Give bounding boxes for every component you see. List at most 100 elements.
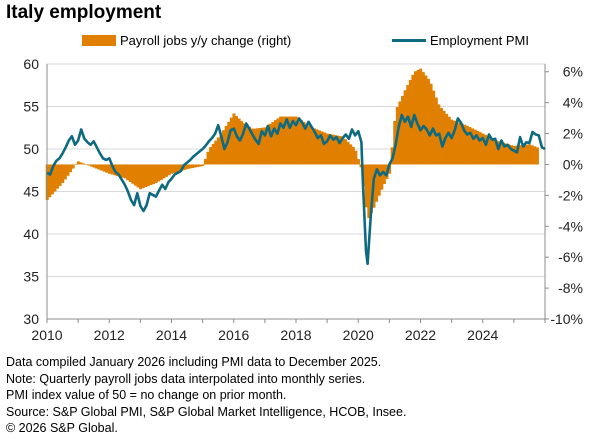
payroll-bar-11: [74, 164, 78, 165]
payroll-bar-178: [507, 144, 511, 165]
payroll-bar-107: [323, 132, 327, 165]
payroll-bar-25: [110, 164, 114, 175]
payroll-bar-83: [260, 127, 264, 165]
payroll-bar-106: [320, 131, 324, 165]
payroll-bar-112: [336, 135, 340, 165]
payroll-bar-129: [380, 164, 384, 190]
payroll-bar-152: [439, 108, 443, 165]
payroll-bar-67: [219, 134, 223, 165]
right-tick-label: -6%: [558, 249, 583, 265]
payroll-bar-78: [248, 126, 252, 165]
payroll-bar-146: [424, 75, 428, 165]
payroll-bar-44: [159, 164, 163, 180]
payroll-bar-72: [232, 113, 236, 165]
payroll-bar-156: [450, 119, 454, 165]
payroll-bar-20: [97, 164, 101, 170]
payroll-bar-77: [245, 125, 249, 165]
payroll-bar-84: [263, 127, 267, 165]
payroll-bar-119: [354, 150, 358, 165]
footnote-copyright: © 2026 S&P Global.: [6, 421, 118, 435]
payroll-bar-30: [123, 164, 127, 179]
payroll-bar-73: [235, 116, 239, 165]
payroll-bar-158: [455, 121, 459, 165]
payroll-bar-105: [318, 130, 322, 165]
payroll-bar-162: [465, 125, 469, 165]
right-tick-label: -10%: [550, 311, 583, 327]
payroll-bar-96: [294, 116, 298, 165]
left-tick-label: 40: [23, 226, 39, 242]
payroll-bar-136: [398, 101, 402, 165]
payroll-bar-50: [175, 164, 179, 173]
payroll-bar-53: [183, 164, 187, 170]
x-tick-label: 2010: [31, 327, 62, 343]
payroll-bar-15: [84, 164, 88, 165]
pmi-line: [46, 113, 546, 266]
x-tick-label: 2022: [405, 327, 436, 343]
payroll-bar-91: [281, 116, 285, 165]
payroll-bar-14: [82, 163, 86, 165]
right-tick-label: 2%: [563, 126, 583, 142]
payroll-bar-35: [136, 164, 140, 188]
payroll-bar-34: [133, 164, 137, 186]
payroll-bar-40: [149, 164, 153, 186]
payroll-bar-21: [100, 164, 104, 171]
payroll-bar-37: [141, 164, 145, 189]
payroll-bar-49: [172, 164, 176, 173]
payroll-bar-65: [214, 140, 218, 165]
left-tick-label: 45: [23, 184, 39, 200]
payroll-bar-189: [535, 147, 539, 165]
payroll-bar-188: [533, 146, 537, 165]
payroll-bar-113: [338, 136, 342, 165]
payroll-bar-157: [452, 120, 456, 165]
payroll-bar-155: [447, 116, 451, 165]
payroll-bar-183: [520, 145, 524, 165]
payroll-bar-179: [509, 145, 513, 165]
payroll-bar-111: [333, 135, 337, 165]
payroll-bar-57: [193, 164, 197, 168]
right-tick-label: 0%: [563, 156, 583, 172]
payroll-bar-115: [343, 139, 347, 165]
payroll-bar-16: [87, 164, 91, 166]
payroll-bar-87: [271, 121, 275, 165]
payroll-bar-60: [201, 164, 205, 166]
chart-legend: Payroll jobs y/y change (right) Employme…: [0, 33, 603, 51]
payroll-bar-70: [227, 121, 231, 165]
payroll-bar-22: [102, 164, 106, 172]
payroll-bar-159: [458, 122, 462, 165]
left-tick-label: 60: [23, 56, 39, 72]
payroll-bar-62: [206, 151, 210, 165]
footnote-pmi-definition: PMI index value of 50 = no change on pri…: [6, 388, 287, 402]
left-tick-label: 55: [23, 99, 39, 115]
payroll-bar-167: [478, 132, 482, 165]
payroll-bar-132: [388, 164, 392, 174]
payroll-bar-43: [157, 164, 161, 182]
x-tick-label: 2014: [156, 327, 187, 343]
payroll-bar-63: [209, 147, 213, 165]
payroll-bar-128: [377, 164, 381, 196]
payroll-bar-147: [426, 78, 430, 165]
payroll-bar-100: [305, 123, 309, 165]
payroll-bar-93: [286, 116, 290, 165]
x-tick-label: 2012: [94, 327, 125, 343]
payroll-bar-160: [460, 123, 464, 165]
payroll-bar-33: [131, 164, 135, 184]
payroll-bar-137: [401, 95, 405, 165]
payroll-bar-54: [185, 164, 189, 170]
legend-item-payroll: Payroll jobs y/y change (right): [82, 33, 291, 48]
payroll-bar-174: [497, 141, 501, 165]
x-tick-label: 2020: [343, 327, 374, 343]
payroll-bar-75: [240, 121, 244, 165]
payroll-bar-117: [349, 144, 353, 165]
payroll-bar-102: [310, 127, 314, 165]
payroll-bar-177: [504, 143, 508, 165]
payroll-bar-76: [242, 123, 246, 165]
payroll-bar-86: [268, 123, 272, 165]
payroll-bar-7: [63, 164, 67, 180]
payroll-bar-85: [266, 125, 270, 165]
legend-swatch-line: [392, 39, 426, 42]
payroll-bar-24: [107, 164, 111, 174]
payroll-bar-165: [473, 129, 477, 165]
payroll-bar-118: [351, 146, 355, 165]
payroll-bar-176: [502, 142, 506, 165]
x-tick-label: 2018: [280, 327, 311, 343]
